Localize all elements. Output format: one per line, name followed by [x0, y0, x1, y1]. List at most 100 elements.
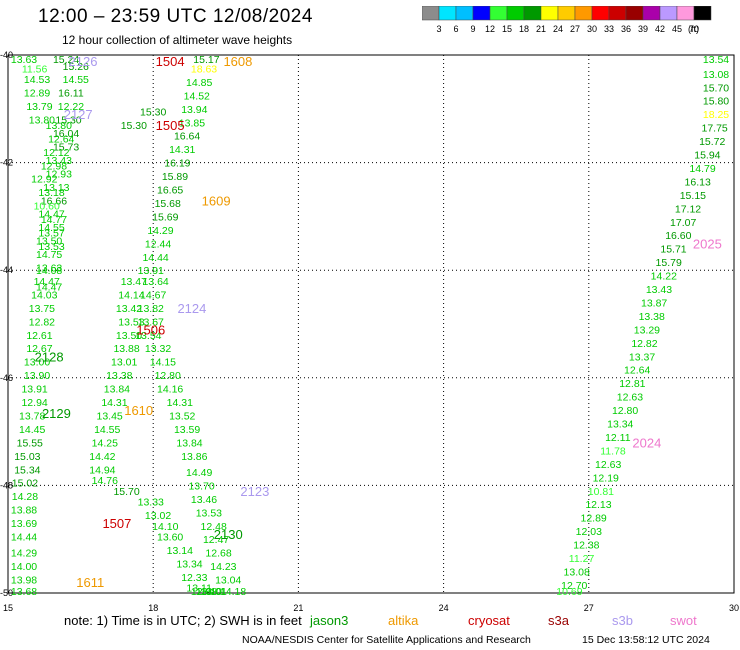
swh-value: 18.25: [703, 109, 729, 121]
swh-value: 13.94: [181, 104, 207, 116]
swh-value: 13.91: [138, 265, 164, 277]
swh-value: 13.59: [174, 424, 200, 436]
swh-value: 13.32: [145, 343, 171, 355]
swh-value: 16.11: [58, 88, 84, 100]
x-tick-label: 21: [293, 603, 303, 613]
swh-value: 14.18: [220, 586, 246, 598]
swh-value: 14.42: [89, 451, 115, 463]
swh-value: 15.68: [155, 198, 181, 210]
swh-value: 14.47: [36, 281, 62, 293]
swh-value: 10.81: [588, 486, 614, 498]
swh-value: 14.94: [89, 464, 115, 476]
swh-value: 13.50: [36, 236, 62, 248]
swh-value: 12.63: [617, 392, 643, 404]
swh-value: 13.79: [26, 101, 52, 113]
swh-value: 14.25: [92, 437, 118, 449]
swh-value: 13.47: [121, 276, 147, 288]
swh-value: 12.82: [631, 338, 657, 350]
colorbar-level-label: 6: [453, 24, 458, 34]
swh-value: 13.43: [646, 284, 672, 296]
legend-item-altika: altika: [388, 613, 419, 628]
swh-value: 14.10: [152, 521, 178, 533]
swh-value: 13.34: [607, 419, 633, 431]
swh-value: 16.13: [685, 176, 711, 188]
colorbar-level-label: 30: [587, 24, 597, 34]
swh-value: 12.98: [191, 586, 217, 598]
swh-value: 17.75: [701, 123, 727, 135]
swh-value: 12.89: [24, 88, 50, 100]
pass-number-label: 2130: [214, 527, 243, 542]
swh-value: 13.37: [629, 351, 655, 363]
x-tick-label: 24: [439, 603, 449, 613]
y-tick-label: -42: [0, 158, 13, 168]
swh-value: 13.53: [38, 241, 64, 253]
swh-value: 14.28: [12, 491, 38, 503]
swh-value: 13.63: [36, 263, 62, 275]
swh-value: 12.48: [201, 521, 227, 533]
swh-value: 13.04: [215, 575, 241, 587]
swh-value: 14.52: [184, 90, 210, 102]
swh-value: 15.15: [680, 190, 706, 202]
x-tick-label: 30: [729, 603, 739, 613]
pass-number-label: 2126: [69, 54, 98, 69]
swh-value: 14.47: [34, 276, 60, 288]
swh-value: 13.13: [43, 182, 69, 194]
swh-value: 15.71: [660, 244, 686, 256]
swh-value: 14.00: [11, 561, 37, 573]
swh-value: 13.54: [703, 54, 729, 66]
footnote: note: 1) Time is in UTC; 2) SWH is in fe…: [64, 613, 302, 628]
legend-item-swot: swot: [670, 613, 697, 628]
colorbar-level-label: 33: [604, 24, 614, 34]
swh-value: 13.98: [11, 575, 37, 587]
swh-value: 13.38: [639, 311, 665, 323]
swh-value: 15.26: [63, 61, 89, 73]
swh-value: 12.38: [573, 540, 599, 552]
swh-value: 13.46: [191, 494, 217, 506]
swh-value: 15.94: [694, 150, 720, 162]
swh-value: 13.63: [11, 54, 37, 66]
swh-value: 12.82: [29, 316, 55, 328]
swh-value: 13.43: [46, 155, 72, 167]
swh-value: 14.55: [63, 74, 89, 86]
swh-value: 13.70: [188, 480, 214, 492]
legend-item-s3a: s3a: [548, 613, 569, 628]
swh-value: 14.55: [94, 424, 120, 436]
plot-frame: [7, 54, 735, 594]
swh-value: 15.70: [113, 486, 139, 498]
swh-value: 13.52: [169, 410, 195, 422]
swh-value: 15.17: [193, 54, 219, 66]
swh-value: 13.53: [196, 507, 222, 519]
generation-date: 15 Dec 13:58:12 UTC 2024: [582, 634, 710, 646]
satellite-legend: jason3 altika cryosat s3a s3b swot: [0, 613, 740, 629]
swh-value: 13.01: [111, 357, 137, 369]
colorbar-level-label: 42: [655, 24, 665, 34]
swh-value: 12.13: [585, 499, 611, 511]
swh-value: 15.03: [14, 451, 40, 463]
swh-value: 13.53: [118, 316, 144, 328]
colorbar-level-label: 21: [536, 24, 546, 34]
swh-value: 14.31: [169, 144, 195, 156]
swh-value: 12.70: [561, 580, 587, 592]
swh-value: 12.33: [181, 572, 207, 584]
swh-value: 12.89: [580, 513, 606, 525]
colorbar-level-label: 3: [436, 24, 441, 34]
swh-value: 14.29: [147, 225, 173, 237]
swh-value: 15.69: [152, 211, 178, 223]
swh-value: 13.84: [176, 437, 202, 449]
swh-value: 13.00: [24, 357, 50, 369]
y-tick-label: -40: [0, 50, 13, 60]
swh-value: 12.68: [205, 548, 231, 560]
colorbar-level-label: 12: [485, 24, 495, 34]
swh-value: 14.77: [41, 214, 67, 226]
swh-value: 14.47: [38, 209, 64, 221]
swh-value: 14.44: [11, 532, 37, 544]
x-tick-label: 27: [584, 603, 594, 613]
swh-value: 12.12: [43, 147, 69, 159]
colorbar-level-label: 15: [502, 24, 512, 34]
swh-value: 15.34: [14, 464, 40, 476]
swh-value: 14.67: [140, 289, 166, 301]
swh-value: 13.11: [186, 583, 212, 595]
swh-value: 12.67: [26, 343, 52, 355]
pass-number-label: 2127: [64, 107, 93, 122]
